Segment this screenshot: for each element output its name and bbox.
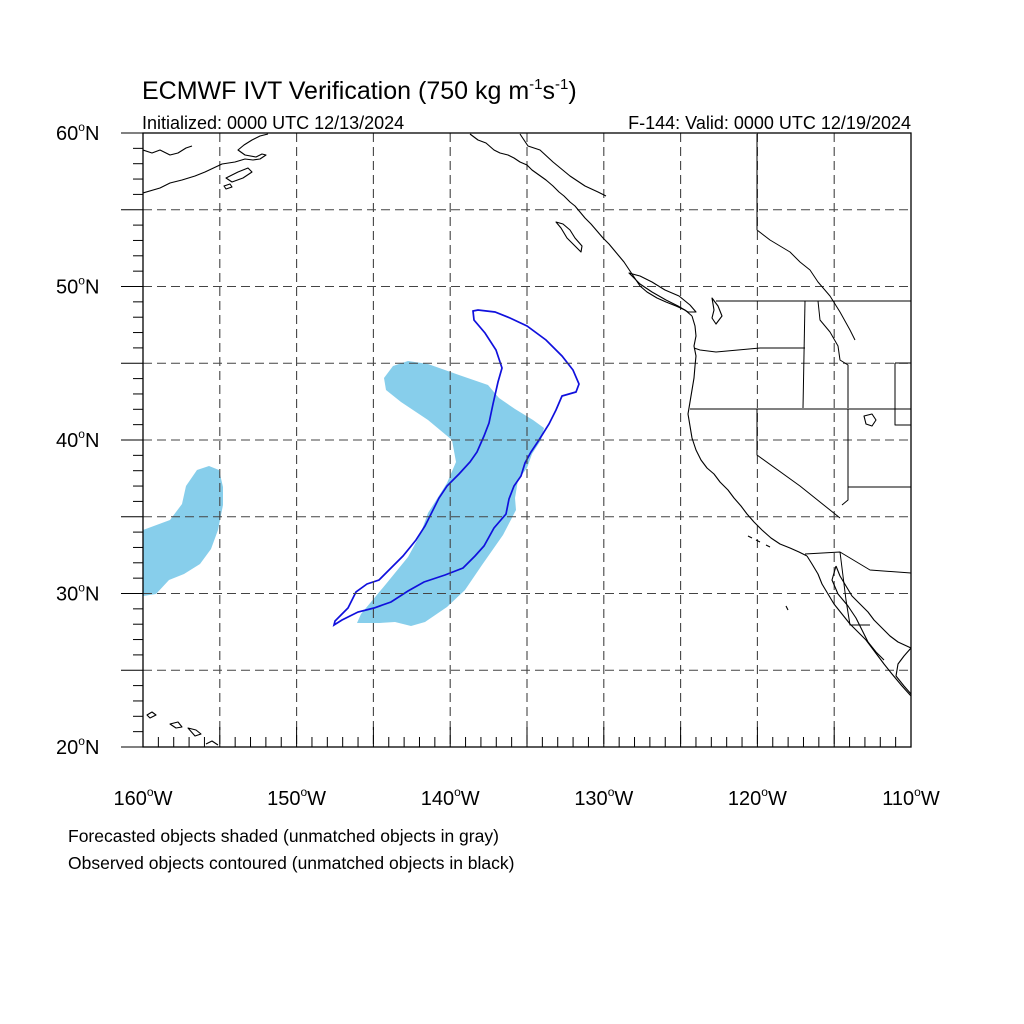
longitude-tick-label: 130oW: [574, 785, 633, 810]
latitude-tick-label: 20oN: [56, 734, 99, 759]
haida-gwaii-island: [555, 221, 583, 253]
baja-inner-coast: [831, 565, 885, 661]
kodiak-island-small: [223, 183, 233, 190]
alaska-inlet-coast: [143, 145, 193, 156]
coastlines: [143, 133, 911, 746]
mexico-mainland-coast: [895, 647, 911, 695]
title-mid: s: [543, 77, 556, 105]
gulf-of-alaska-coast: [469, 133, 693, 317]
longitude-tick-label: 150oW: [267, 785, 326, 810]
us-state-borders: [690, 300, 911, 626]
alaska-peninsula-coast: [143, 133, 269, 194]
title-prefix: ECMWF IVT Verification (750 kg m: [142, 77, 529, 105]
gridlines: [143, 133, 911, 747]
latitude-tick-label: 30oN: [56, 581, 99, 606]
latitude-tick-label: 40oN: [56, 427, 99, 452]
guadalupe-island: [785, 605, 789, 611]
latitude-tick-label: 60oN: [56, 120, 99, 145]
observed-object-contour: [332, 309, 580, 627]
valid-time-label: F-144: Valid: 0000 UTC 12/19/2024: [628, 113, 911, 133]
latitude-tick-label: 50oN: [56, 274, 99, 299]
southeast-alaska-mainland: [519, 133, 607, 197]
baja-california-coast: [806, 555, 911, 697]
great-salt-lake: [863, 413, 877, 427]
longitude-tick-label: 140oW: [421, 785, 480, 810]
title-suffix: ): [568, 77, 576, 105]
kodiak-island: [225, 167, 253, 183]
bc-alberta-border: [756, 134, 856, 341]
vancouver-island: [628, 272, 697, 313]
title-exponent-2: -1: [555, 76, 568, 93]
puget-sound: [711, 297, 723, 325]
forecast-object-west-edge: [143, 466, 223, 596]
channel-islands: [747, 535, 771, 548]
longitude-labels: 160oW 150oW 140oW 130oW 120oW 110oW: [114, 785, 940, 810]
longitude-tick-label: 160oW: [114, 785, 173, 810]
caption-forecast: Forecasted objects shaded (unmatched obj…: [68, 826, 499, 846]
map-title: ECMWF IVT Verification (750 kg m-1s-1): [142, 76, 577, 105]
longitude-tick-label: 120oW: [728, 785, 787, 810]
longitude-tick-label: 110oW: [882, 785, 940, 810]
us-west-coast: [687, 315, 808, 557]
hawaii-kauai: [146, 711, 157, 719]
axis-ticks: [121, 132, 912, 748]
caption-observed: Observed objects contoured (unmatched ob…: [68, 853, 515, 873]
forecast-object-atmospheric-river: [357, 361, 544, 626]
title-exponent-1: -1: [529, 76, 542, 93]
hawaii-oahu-maui: [169, 721, 202, 737]
forecast-objects: [143, 361, 544, 626]
latitude-labels: 60oN 50oN 40oN 30oN 20oN: [56, 120, 99, 759]
hawaii-big-island: [205, 740, 219, 746]
init-time-label: Initialized: 0000 UTC 12/13/2024: [142, 113, 404, 133]
